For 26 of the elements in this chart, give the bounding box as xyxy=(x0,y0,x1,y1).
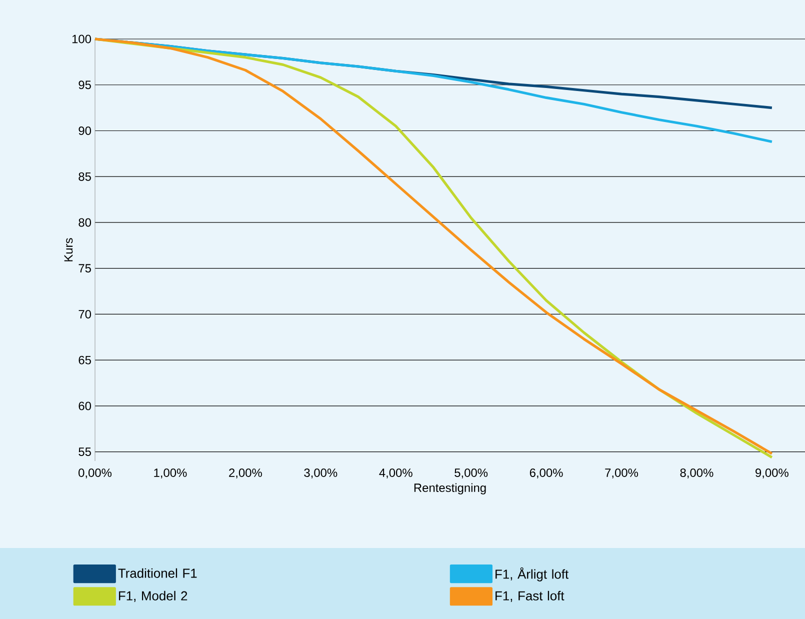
y-tick-label: 95 xyxy=(78,80,91,90)
y-tick-label: 60 xyxy=(78,402,92,410)
legend-label: Traditionel F1 xyxy=(118,568,197,578)
y-axis-title: Kurs xyxy=(64,238,73,262)
x-tick-label: 5,00% xyxy=(454,468,488,478)
y-tick-label: 80 xyxy=(78,218,92,227)
x-tick-label: 8,00% xyxy=(680,468,714,478)
legend-label: F1, Fast loft xyxy=(496,590,564,602)
y-tick-label: 65 xyxy=(78,356,91,364)
x-tick-label: 1,00% xyxy=(154,468,187,478)
x-tick-label: 4,00% xyxy=(379,468,412,478)
y-tick-label: 90 xyxy=(78,126,92,135)
y-tick-label: 55 xyxy=(78,448,91,456)
x-tick-label: 6,00% xyxy=(530,468,563,478)
x-tick-label: 7,00% xyxy=(605,468,638,478)
x-axis-title: Rentestigning xyxy=(414,483,486,494)
x-tick-label: 2,00% xyxy=(229,468,262,478)
y-tick-label: 75 xyxy=(78,264,91,273)
y-tick-label: 100 xyxy=(72,34,92,44)
legend-label: F1, Model 2 xyxy=(118,590,188,602)
x-tick-label: 3,00% xyxy=(304,468,338,478)
x-tick-label: 9,00% xyxy=(756,468,788,478)
y-tick-label: 70 xyxy=(78,310,92,318)
x-tick-label: 0,00% xyxy=(78,468,112,478)
legend-label: F1, Årligt loft xyxy=(496,567,569,582)
y-tick-label: 85 xyxy=(78,172,91,181)
